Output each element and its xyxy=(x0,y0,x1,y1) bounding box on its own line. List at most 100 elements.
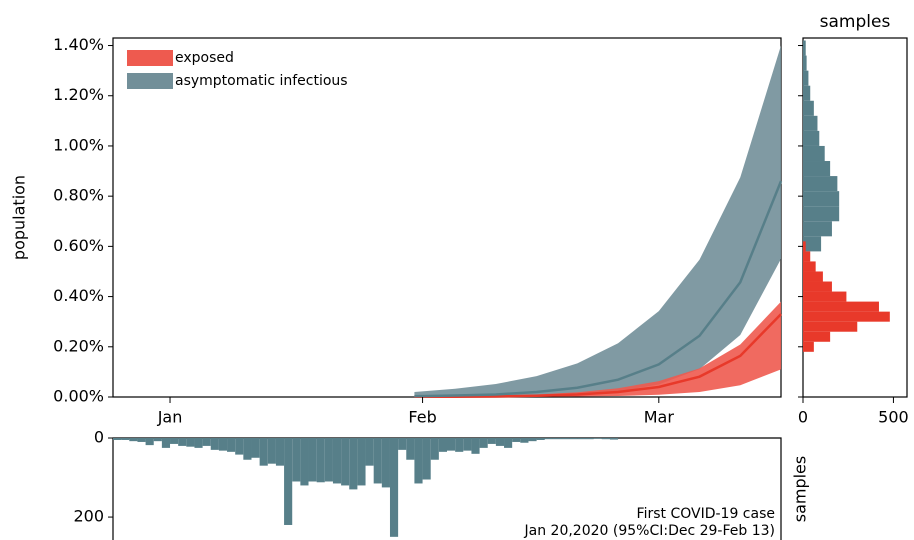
hist-bar xyxy=(422,438,431,480)
hist-bar xyxy=(504,438,513,448)
hist-bar xyxy=(243,438,252,460)
y-tick-label: 1.00% xyxy=(53,135,104,154)
hist-bar xyxy=(803,281,832,292)
hist-bar xyxy=(803,291,847,302)
hist-bar xyxy=(803,176,838,192)
annotation: First COVID-19 case xyxy=(637,506,775,522)
x-tick-label: Feb xyxy=(408,408,436,427)
hist-bar xyxy=(284,438,293,525)
hist-bar xyxy=(487,438,496,444)
hist-bar xyxy=(186,438,195,447)
y-tick-label: 0.80% xyxy=(53,186,104,205)
hist-bar xyxy=(803,191,840,207)
hist-bar xyxy=(145,438,154,446)
hist-bar xyxy=(267,438,276,464)
y-tick-label: 200 xyxy=(73,507,104,526)
legend-label: asymptomatic infectious xyxy=(175,73,348,89)
hist-bar xyxy=(129,438,138,442)
hist-bar xyxy=(803,261,816,272)
hist-bar xyxy=(210,438,219,450)
hist-bar xyxy=(381,438,390,488)
hist-bar xyxy=(113,438,122,440)
hist-bar xyxy=(463,438,472,451)
hist-bar xyxy=(601,438,610,440)
band xyxy=(414,301,781,397)
hist-bar xyxy=(803,241,806,252)
hist-bar xyxy=(479,438,488,448)
legend-swatch xyxy=(127,73,173,89)
hist-bar xyxy=(430,438,439,460)
x-tick-label: Mar xyxy=(644,408,675,427)
hist-bar xyxy=(447,438,456,451)
y-tick-label: 1.20% xyxy=(53,85,104,104)
hist-bar xyxy=(341,438,350,486)
hist-bar xyxy=(137,438,146,442)
hist-bar xyxy=(803,40,806,56)
hist-bar xyxy=(803,271,823,282)
hist-bar xyxy=(455,438,464,452)
hist-bar xyxy=(577,438,586,440)
hist-bar xyxy=(218,438,228,451)
hist-bar xyxy=(803,206,840,222)
hist-bar xyxy=(803,251,811,262)
median-line xyxy=(414,313,782,398)
hist-bar xyxy=(235,438,244,455)
hist-bar xyxy=(438,438,447,452)
hist-bar xyxy=(202,438,211,446)
hist-bar xyxy=(803,55,807,71)
hist-bar xyxy=(528,438,537,442)
y-tick-label: 1.40% xyxy=(53,35,104,54)
hist-bar xyxy=(803,301,879,312)
hist-bar xyxy=(170,438,179,444)
hist-bar xyxy=(161,438,171,448)
hist-bar xyxy=(569,438,578,440)
hist-bar xyxy=(520,438,529,443)
hist-bar xyxy=(292,438,301,482)
hist-bar xyxy=(803,311,890,322)
hist-bar xyxy=(373,438,382,484)
hist-bar xyxy=(536,438,545,440)
hist-bar xyxy=(259,438,268,466)
y-axis-label: samples xyxy=(791,456,810,523)
hist-bar xyxy=(803,331,831,342)
hist-bar xyxy=(398,438,407,450)
hist-bar xyxy=(194,438,203,448)
legend-label: exposed xyxy=(175,50,234,66)
hist-bar xyxy=(512,438,521,442)
panel-title: samples xyxy=(820,12,891,32)
hist-bar xyxy=(803,221,832,237)
hist-bar xyxy=(593,438,602,439)
annotation: Jan 20,2020 (95%CI:Dec 29-Feb 13) xyxy=(524,523,776,539)
x-tick-label: 0 xyxy=(798,408,808,427)
hist-bar xyxy=(275,438,285,466)
y-tick-label: 0.00% xyxy=(53,387,104,406)
hist-bar xyxy=(308,438,317,482)
hist-bar xyxy=(544,438,553,440)
hist-bar xyxy=(406,438,415,460)
hist-bar xyxy=(178,438,187,446)
hist-bar xyxy=(552,438,562,440)
hist-bar xyxy=(357,438,366,486)
hist-bar xyxy=(300,438,309,486)
hist-bar xyxy=(585,438,594,440)
hist-bar xyxy=(803,70,809,86)
x-tick-label: 500 xyxy=(878,408,909,427)
hist-bar xyxy=(803,145,825,162)
hist-bar xyxy=(803,236,822,252)
hist-bar xyxy=(803,85,811,101)
hist-bar xyxy=(803,341,814,352)
hist-bar xyxy=(332,438,342,484)
hist-bar xyxy=(561,438,570,440)
hist-bar xyxy=(349,438,358,490)
hist-bar xyxy=(471,438,480,454)
hist-bar xyxy=(316,438,325,483)
median-line xyxy=(414,180,783,398)
hist-bar xyxy=(227,438,236,452)
y-tick-label: 0 xyxy=(94,428,104,447)
legend-swatch xyxy=(127,50,173,66)
hist-bar xyxy=(609,438,619,440)
band xyxy=(414,45,781,398)
hist-bar xyxy=(365,438,374,466)
y-tick-label: 0.20% xyxy=(53,336,104,355)
